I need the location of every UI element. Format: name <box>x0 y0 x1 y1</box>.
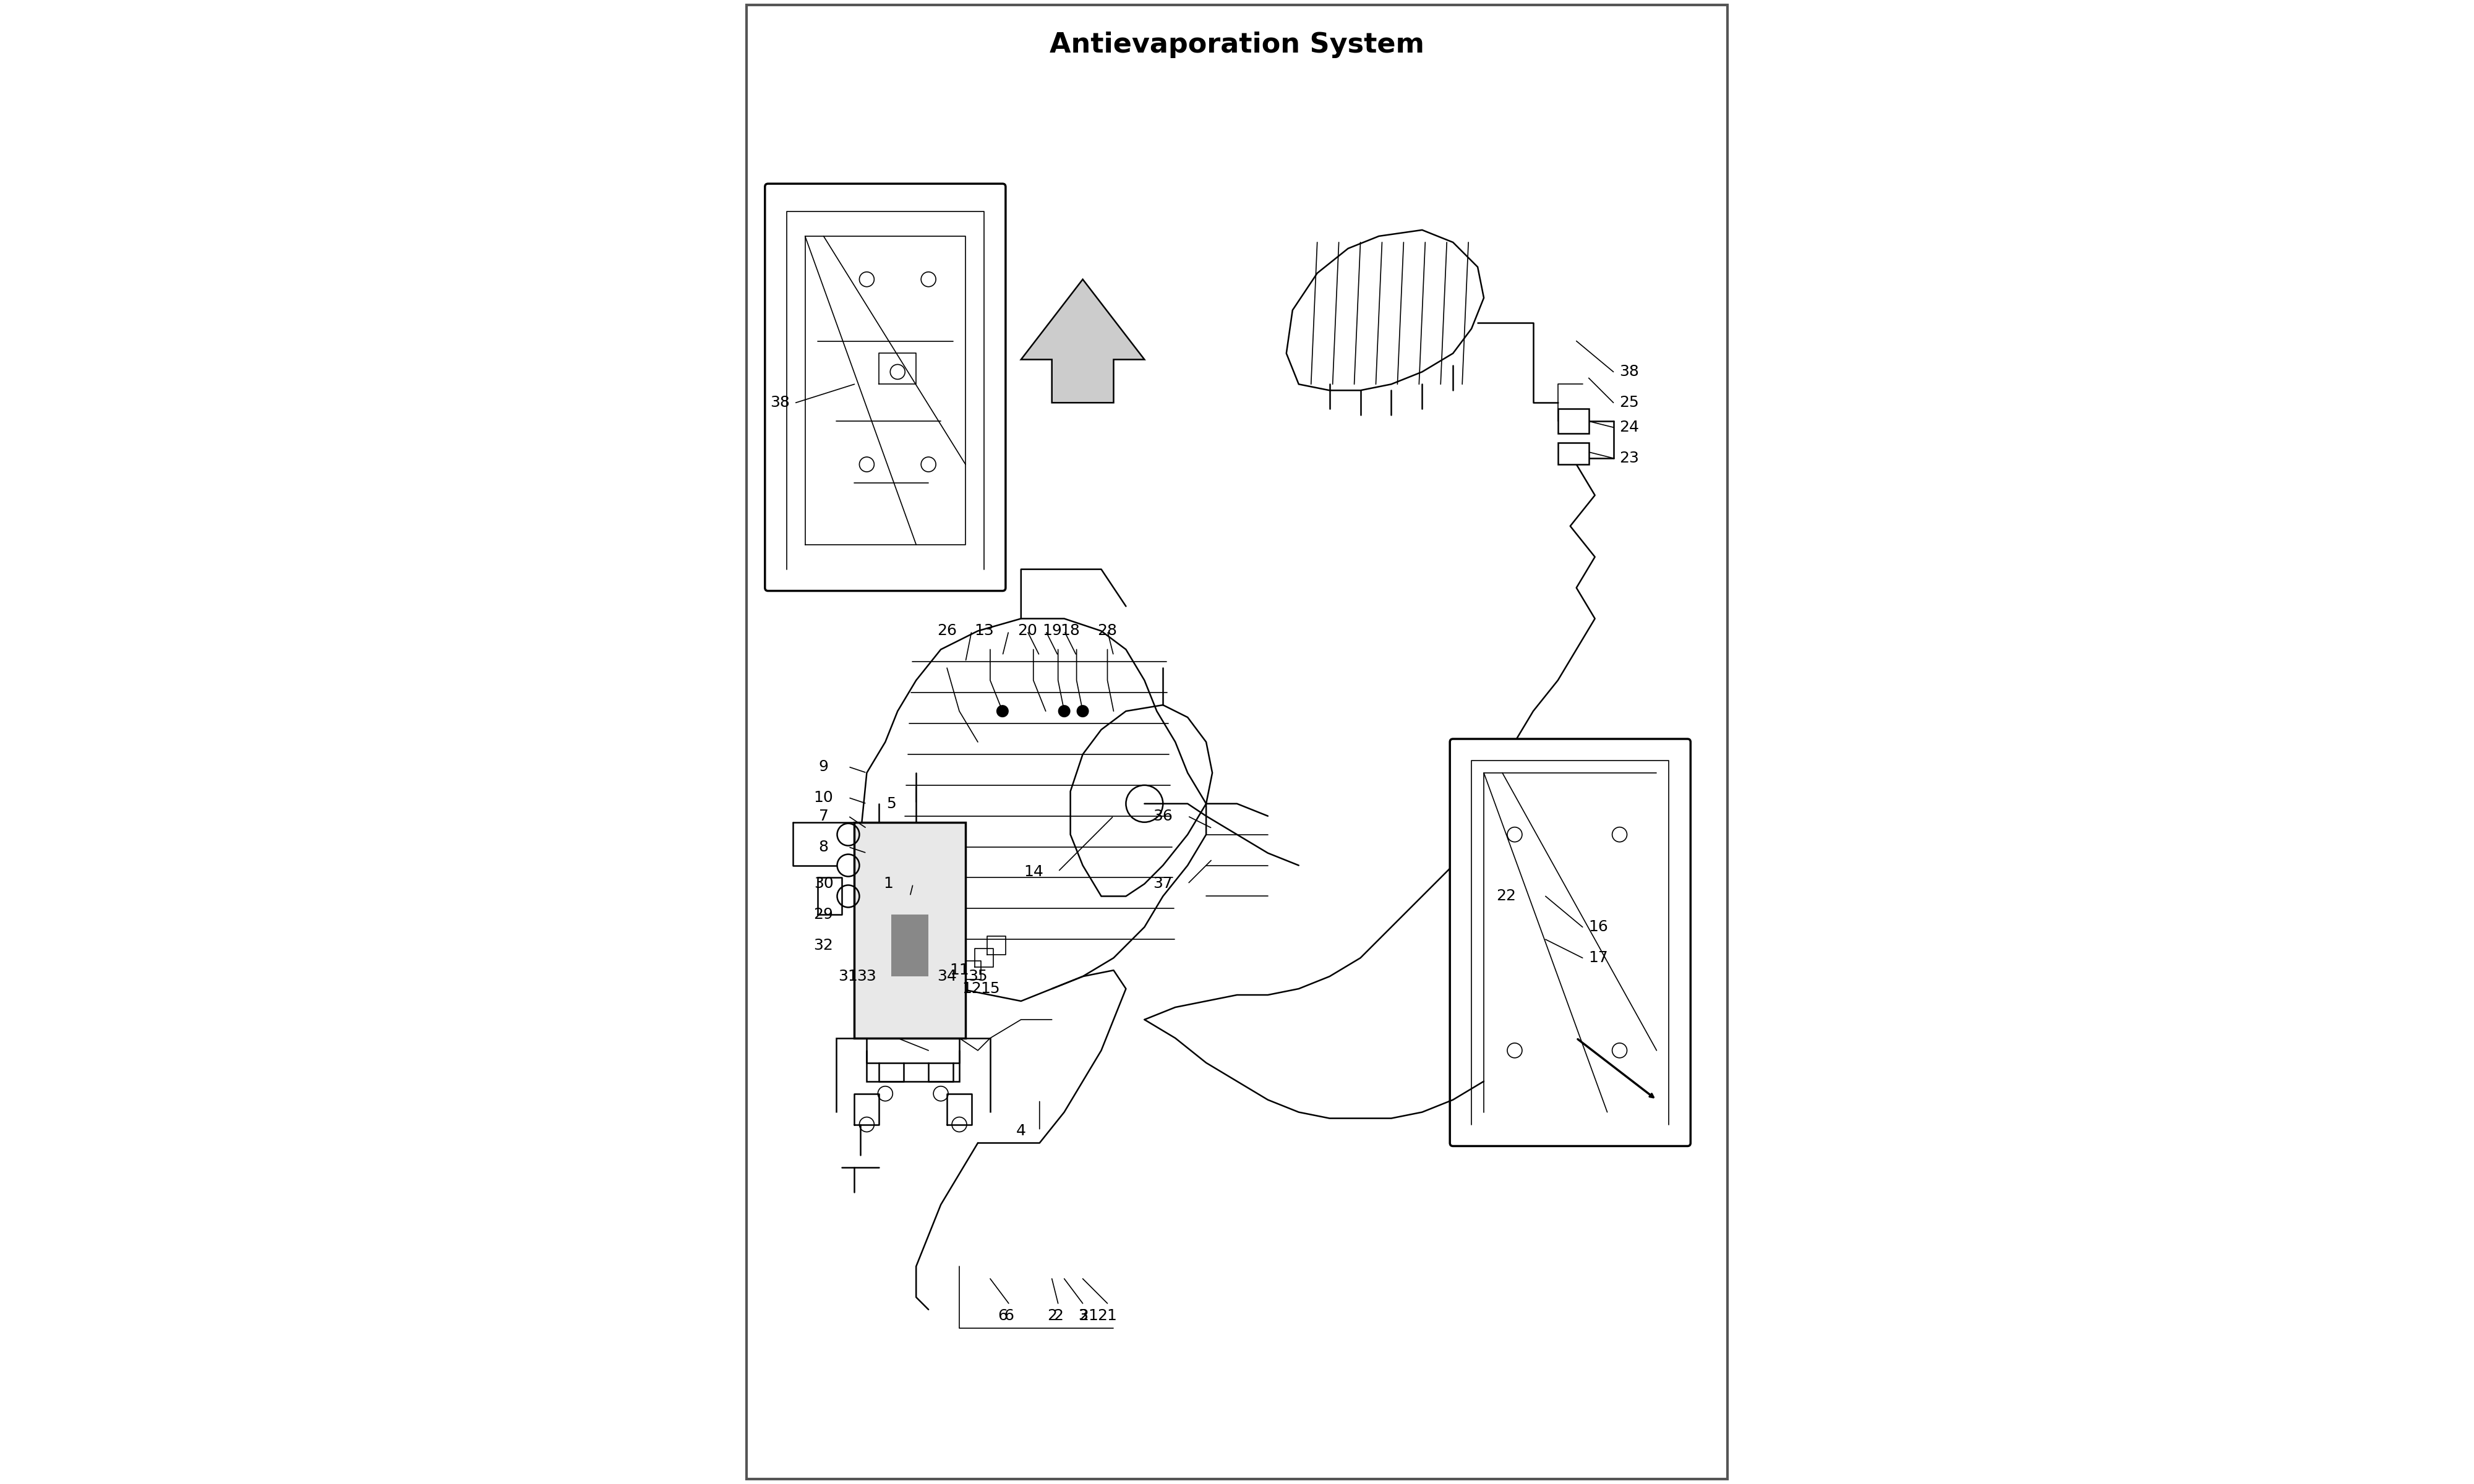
Circle shape <box>1076 705 1089 717</box>
Text: 13: 13 <box>975 623 995 638</box>
Circle shape <box>1059 705 1071 717</box>
Text: 2: 2 <box>1054 1309 1064 1324</box>
Text: 19: 19 <box>1042 623 1061 638</box>
Text: 10: 10 <box>814 789 834 804</box>
FancyBboxPatch shape <box>1450 739 1690 1146</box>
FancyBboxPatch shape <box>764 184 1004 591</box>
Circle shape <box>997 705 1009 717</box>
Text: 21: 21 <box>1098 1309 1118 1324</box>
Text: 23: 23 <box>1620 451 1640 466</box>
Text: 8: 8 <box>819 840 829 855</box>
Text: 9: 9 <box>819 760 829 775</box>
Text: 29: 29 <box>814 907 834 922</box>
Text: 3: 3 <box>1079 1309 1089 1324</box>
Bar <box>1559 442 1588 464</box>
Text: 6: 6 <box>997 1309 1007 1324</box>
Text: 21: 21 <box>1079 1309 1098 1324</box>
Text: 12: 12 <box>962 981 982 996</box>
Bar <box>1559 410 1588 433</box>
Text: 3: 3 <box>1079 1309 1089 1324</box>
Text: 24: 24 <box>1620 420 1640 435</box>
Text: 15: 15 <box>980 981 999 996</box>
Text: 36: 36 <box>1153 809 1173 824</box>
Polygon shape <box>1022 279 1145 402</box>
Bar <box>891 914 928 976</box>
Bar <box>854 822 965 1039</box>
Text: 11: 11 <box>950 963 970 978</box>
Text: 30: 30 <box>814 877 834 892</box>
Text: 28: 28 <box>1098 623 1118 638</box>
Text: 1: 1 <box>883 877 893 892</box>
Text: Antievaporation System: Antievaporation System <box>1049 31 1425 58</box>
Text: 38: 38 <box>1620 365 1640 380</box>
Text: 37: 37 <box>1153 877 1173 892</box>
Text: 34: 34 <box>938 969 957 984</box>
Text: 16: 16 <box>1588 920 1608 935</box>
Text: 17: 17 <box>1588 950 1608 965</box>
Text: 25: 25 <box>1620 395 1640 410</box>
Text: 26: 26 <box>938 623 957 638</box>
Text: 14: 14 <box>1024 864 1044 879</box>
Text: 31: 31 <box>839 969 858 984</box>
Text: 5: 5 <box>886 797 896 812</box>
Text: 38: 38 <box>769 395 789 410</box>
Text: 6: 6 <box>1004 1309 1014 1324</box>
Text: 4: 4 <box>1017 1123 1027 1138</box>
Text: 22: 22 <box>1497 889 1517 904</box>
Text: 20: 20 <box>1017 623 1037 638</box>
Text: 7: 7 <box>819 809 829 824</box>
Text: 35: 35 <box>967 969 987 984</box>
Text: 32: 32 <box>814 938 834 953</box>
Text: 33: 33 <box>856 969 876 984</box>
Text: 18: 18 <box>1061 623 1081 638</box>
Text: 2: 2 <box>1047 1309 1056 1324</box>
